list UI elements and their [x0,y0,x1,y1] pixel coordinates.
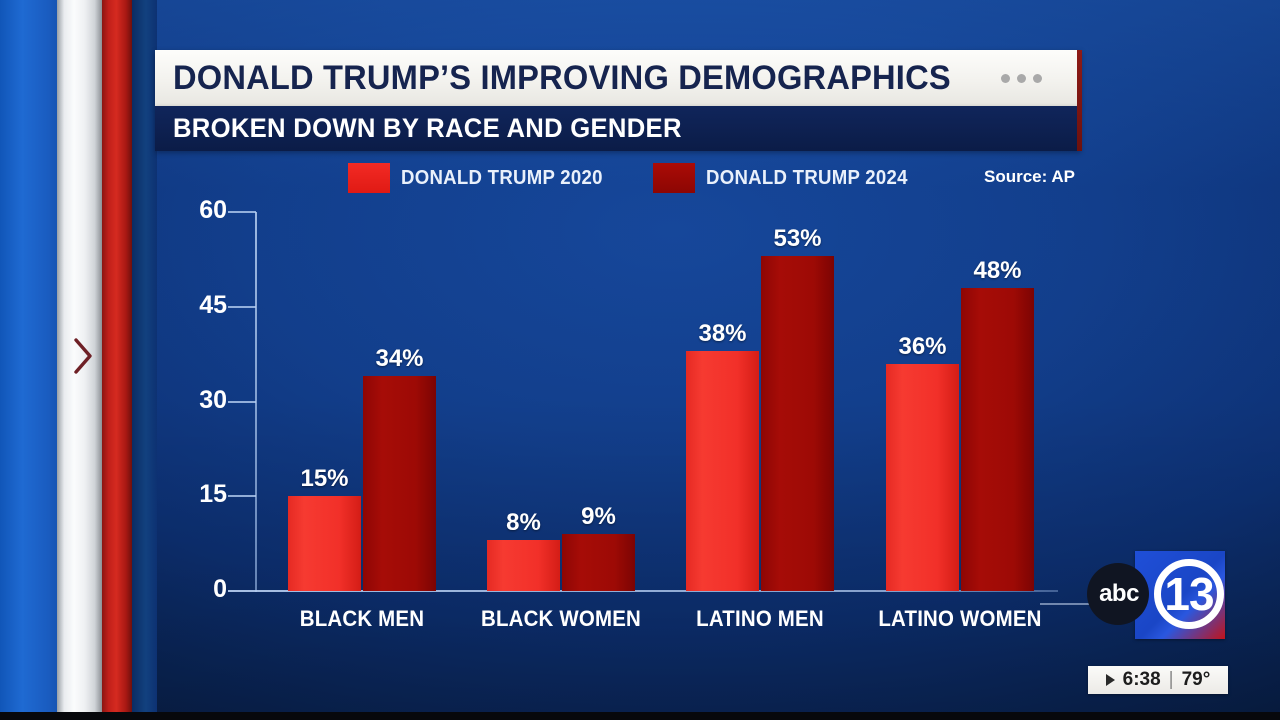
y-axis-tick [228,400,256,403]
logo-channel-number: 13 [1164,568,1214,620]
more-dots-icon [1001,73,1043,83]
decorative-silver-band [57,0,102,720]
play-triangle-icon [1105,674,1115,686]
x-axis-baseline [228,590,1058,592]
plate-edge-accent [1077,50,1082,151]
x-axis-category-label: BLACK MEN [299,606,425,631]
bar-value-label: 15% [300,465,349,493]
y-axis-tick [228,495,256,498]
source-attribution: Source: AP [984,167,1076,186]
station-logo: 13 abc [1087,551,1225,639]
bar-latino-women-2024 [961,287,1034,591]
y-axis-tick-label: 60 [199,196,227,224]
chevron-right-icon [72,336,94,376]
page-subtitle: BROKEN DOWN BY RACE AND GENDER [173,113,682,143]
headline-plate: DONALD TRUMP’S IMPROVING DEMOGRAPHICS [155,50,1081,106]
logo-network-name: abc [1099,580,1139,607]
legend-label: DONALD TRUMP 2024 [706,166,908,189]
y-axis-tick [228,211,256,213]
current-temperature: 79° [1181,669,1211,690]
logo-abc-circle-icon: abc [1087,563,1149,625]
y-axis-tick-label: 0 [213,575,227,603]
bar-black-men-2020 [288,496,361,591]
legend-item-trump-2020: DONALD TRUMP 2020 [348,163,618,193]
bar-latino-women-2020 [886,363,959,591]
decorative-blue-band [132,0,157,720]
page-title: DONALD TRUMP’S IMPROVING DEMOGRAPHICS [173,58,951,97]
legend-label: DONALD TRUMP 2020 [401,166,603,189]
bar-value-label: 34% [375,345,424,373]
bar-value-label: 9% [581,503,616,531]
logo-ring-icon [1154,559,1224,629]
chart-legend: DONALD TRUMP 2020 DONALD TRUMP 2024 Sour… [348,163,1088,197]
subheadline-plate: BROKEN DOWN BY RACE AND GENDER [155,106,1081,151]
x-axis-category-label: LATINO WOMEN [878,606,1042,631]
y-axis-tick-label: 45 [199,290,227,319]
bar-value-label: 53% [773,225,822,253]
bar-value-label: 38% [698,319,747,347]
bar-latino-men-2024 [761,256,834,591]
y-axis-line [255,212,257,592]
y-axis-tick-label: 30 [199,385,227,414]
bar-value-label: 8% [506,509,541,537]
current-time: 6:38 [1122,669,1161,690]
legend-item-trump-2024: DONALD TRUMP 2024 [653,163,923,193]
logo-connector-line [1040,603,1096,605]
decorative-red-band [102,0,132,720]
bar-black-women-2024 [562,534,635,591]
x-axis-category-label: LATINO MEN [696,606,824,631]
y-axis-tick [228,305,256,308]
bar-black-women-2020 [487,540,560,591]
bar-value-label: 48% [973,256,1022,284]
y-axis-tick-label: 15 [199,480,227,509]
legend-swatch-icon [348,163,390,193]
bar-black-men-2024 [363,376,436,591]
legend-swatch-icon [653,163,695,193]
letterbox-bar [0,712,1280,720]
bar-value-label: 36% [898,332,947,360]
time-temperature-bug: 6:38 | 79° [1088,666,1228,694]
x-axis-category-label: BLACK WOMEN [480,606,642,631]
bar-latino-men-2020 [686,350,759,591]
bug-separator: | [1168,669,1174,690]
